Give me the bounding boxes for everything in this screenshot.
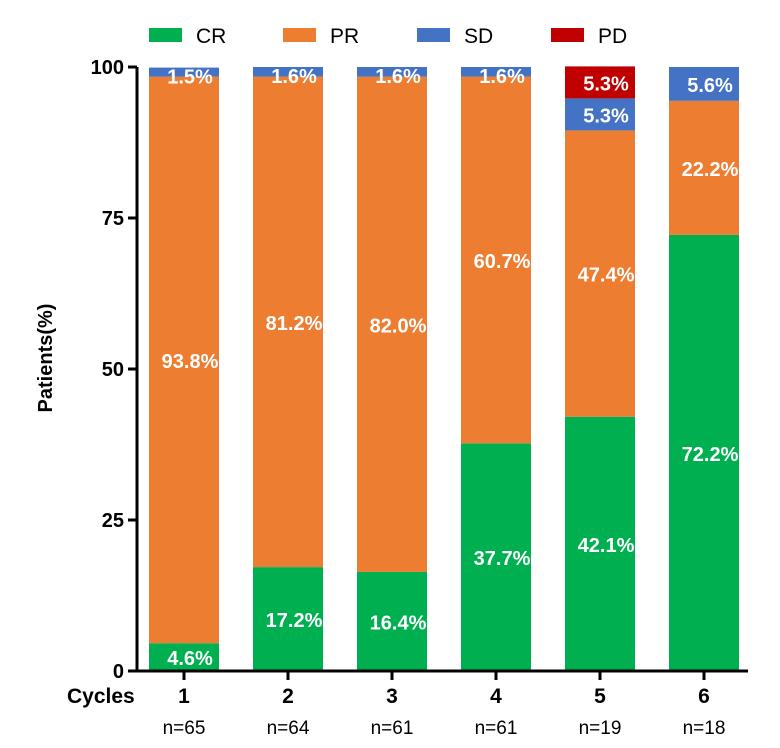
x-tick-label-3: 3 — [386, 685, 398, 708]
data-label-pr-cycle-3: 82.0% — [370, 315, 427, 337]
x-tick-label-1: 1 — [178, 685, 190, 708]
data-label-sd-cycle-3: 1.6% — [375, 66, 421, 88]
data-label-pd-cycle-5: 5.3% — [583, 73, 629, 95]
data-label-sd-cycle-2: 1.6% — [271, 66, 317, 88]
y-tick-label-50: 50 — [102, 359, 124, 381]
data-label-cr-cycle-2: 17.2% — [266, 610, 323, 632]
sample-size-1: n=65 — [163, 718, 206, 739]
data-label-cr-cycle-6: 72.2% — [682, 444, 739, 466]
legend-swatch-pd — [551, 28, 584, 42]
data-label-cr-cycle-5: 42.1% — [578, 535, 635, 557]
sample-size-4: n=61 — [475, 718, 518, 739]
legend: CR PR SD PD — [149, 25, 627, 48]
bar-sd-cycle-6 — [669, 67, 739, 101]
x-tick-label-6: 6 — [698, 685, 710, 708]
bar-pd-cycle-5 — [565, 66, 635, 99]
bar-sd-cycle-1 — [149, 67, 219, 77]
sample-size-2: n=64 — [267, 718, 310, 739]
legend-label-pr: PR — [330, 25, 359, 48]
y-tick-label-75: 75 — [102, 208, 124, 230]
legend-label-pd: PD — [598, 25, 627, 48]
sample-size-5: n=19 — [579, 718, 622, 739]
y-tick-label-25: 25 — [102, 510, 124, 532]
bars: 4.6% 93.8% 1.5% 17.2% 81.2% 1.6% 16.4% 82.0% 1.6… — [149, 66, 739, 672]
bar-sd-cycle-2 — [253, 67, 323, 77]
data-label-pr-cycle-1: 93.8% — [162, 351, 219, 373]
legend-label-cr: CR — [196, 25, 226, 48]
bar-pr-cycle-3 — [357, 76, 427, 572]
bar-cr-cycle-4 — [461, 443, 531, 671]
y-tick-label-0: 0 — [113, 661, 124, 683]
data-label-sd-cycle-5: 5.3% — [583, 105, 629, 127]
bar-sd-cycle-3 — [357, 67, 427, 77]
legend-label-sd: SD — [464, 25, 493, 48]
y-tick-label-100: 100 — [91, 57, 124, 79]
data-label-sd-cycle-6: 5.6% — [687, 75, 733, 97]
data-label-sd-cycle-4: 1.6% — [479, 66, 525, 88]
bar-sd-cycle-4 — [461, 67, 531, 77]
bar-cr-cycle-1 — [149, 643, 219, 671]
data-label-cr-cycle-1: 4.6% — [167, 648, 213, 670]
sample-size-3: n=61 — [371, 718, 414, 739]
data-label-pr-cycle-6: 22.2% — [682, 159, 739, 181]
data-label-pr-cycle-4: 60.7% — [474, 251, 531, 273]
data-label-cr-cycle-3: 16.4% — [370, 612, 427, 634]
sample-size-6: n=18 — [683, 718, 726, 739]
bar-pr-cycle-4 — [461, 76, 531, 444]
x-axis-label: Cycles — [67, 685, 135, 708]
data-label-cr-cycle-4: 37.7% — [474, 548, 531, 570]
bar-cr-cycle-5 — [565, 416, 635, 671]
legend-swatch-cr — [149, 28, 182, 42]
bar-pr-cycle-5 — [565, 130, 635, 417]
legend-swatch-sd — [417, 28, 450, 42]
data-label-sd-cycle-1: 1.5% — [167, 67, 213, 89]
x-tick-label-2: 2 — [282, 685, 294, 708]
data-label-pr-cycle-5: 47.4% — [578, 265, 635, 287]
bar-pr-cycle-2 — [253, 76, 323, 568]
bar-pr-cycle-6 — [669, 100, 739, 235]
data-label-pr-cycle-2: 81.2% — [266, 313, 323, 335]
bar-pr-cycle-1 — [149, 76, 219, 644]
bar-cr-cycle-2 — [253, 567, 323, 671]
legend-swatch-pr — [283, 28, 316, 42]
x-tick-label-5: 5 — [594, 685, 606, 708]
bar-cr-cycle-6 — [669, 234, 739, 672]
bar-cr-cycle-3 — [357, 571, 427, 671]
y-axis-label: Patients(%) — [35, 304, 57, 413]
bar-sd-cycle-5 — [565, 98, 635, 131]
axes: 0 25 50 75 100 1 n=65 2 n=64 3 n=61 4 n=61 5 n=19 6 n=18 — [91, 57, 748, 739]
x-tick-label-4: 4 — [490, 685, 502, 708]
